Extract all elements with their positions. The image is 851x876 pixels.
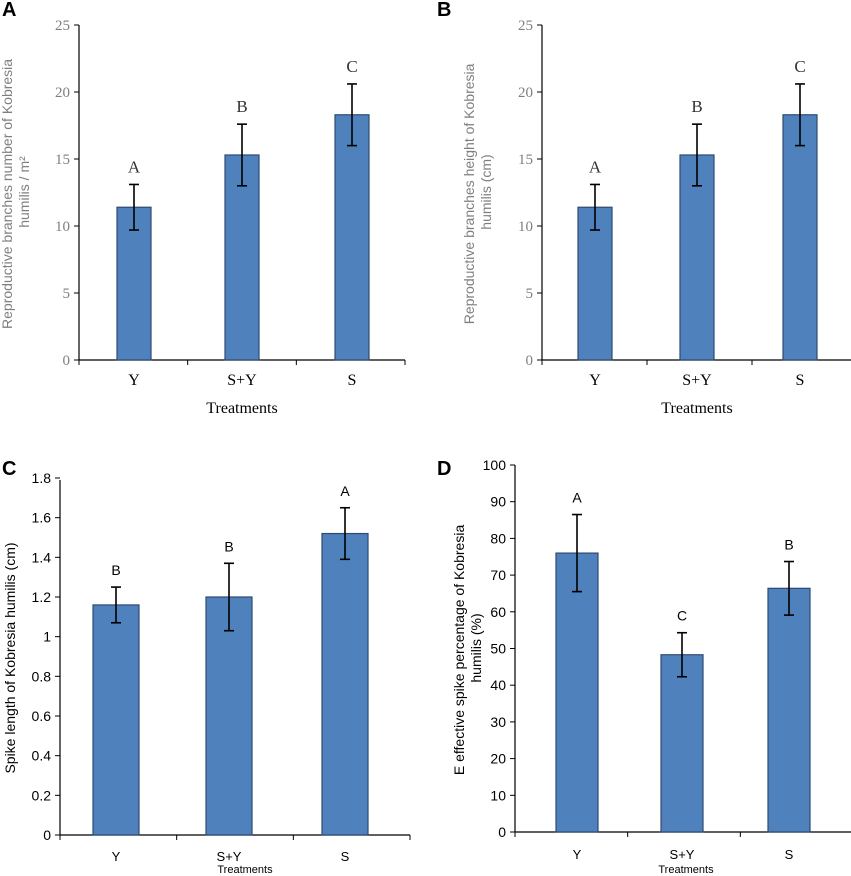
x-tick-label-a-1: S+Y [227,372,257,389]
x-tick-label-b-1: S+Y [682,372,712,389]
x-tick-label-d-0: Y [573,847,582,862]
x-axis-title-a: Treatments [206,400,277,417]
bar-d-0 [555,552,599,833]
y-tick-label-c-8: 1.6 [32,510,52,526]
bar-c-1 [205,596,253,836]
significance-label-b-1: B [691,97,702,116]
y-tick-label-c-2: 0.4 [32,748,52,764]
significance-label-d-2: B [784,537,793,553]
panel-letter-b: B [437,0,451,21]
y-tick-label-c-7: 1.4 [32,549,52,565]
x-tick-label-d-2: S [785,847,794,862]
significance-label-c-2: A [340,483,350,499]
significance-label-b-0: A [589,157,602,176]
bar-b-2 [782,114,818,361]
y-tick-label-a-0: 0 [63,353,71,369]
significance-label-a-2: C [346,57,357,76]
plot-area-d: 0 10 20 30 40 50 60 70 80 90 100 A Y C S+Y B S [483,457,811,862]
x-tick-label-c-1: S+Y [217,849,242,864]
significance-label-b-2: C [794,57,805,76]
bar-c-0 [92,604,140,836]
y-tick-label-d-4: 40 [490,677,506,693]
panel-letter-a: A [2,0,16,21]
x-tick-label-b-2: S [796,372,805,389]
y-tick-label-c-3: 0.6 [32,708,52,724]
significance-label-a-1: B [236,97,247,116]
bar-a-1 [224,154,260,361]
y-tick-label-d-5: 50 [490,641,506,657]
bar-d-1 [660,654,704,833]
panel-letter-c: C [2,458,16,480]
y-tick-label-d-1: 10 [490,787,506,803]
panel-c: C Treatments Spike length of Kobresia hu… [2,458,411,876]
y-tick-label-d-0: 0 [498,824,506,840]
y-tick-label-c-1: 0.2 [32,787,52,803]
x-axis-title-b: Treatments [661,400,732,417]
significance-label-c-0: B [111,562,120,578]
panel-d: D Treatments E effective spike percentag… [437,457,851,876]
significance-label-c-1: B [224,538,233,554]
y-tick-label-b-0: 0 [526,353,534,369]
x-tick-label-c-0: Y [112,849,121,864]
x-axis-title-d: Treatments [658,864,714,876]
y-tick-label-c-6: 1.2 [32,589,52,605]
y-axis-title-d: E effective spike percentage of Kobresia… [451,521,484,775]
y-tick-label-d-3: 30 [490,714,506,730]
plot-area-c: 0 0.2 0.4 0.6 0.8 1 1.2 1.4 1.6 1.8 B Y B S+Y A S [32,470,411,864]
y-tick-label-d-2: 20 [490,751,506,767]
y-axis-title-d-line-1: E effective spike percentage of Kobresia [451,525,467,776]
y-axis-title-a-line-1: Reproductive branches number of Kobresia [0,59,15,329]
panel-b: B Treatments Reproductive branches heigh… [437,0,851,417]
y-tick-label-d-8: 80 [490,530,506,546]
y-tick-label-b-2: 10 [518,219,533,235]
y-axis-title-d-line-2: humilis (%) [468,613,484,682]
x-tick-label-c-2: S [341,849,350,864]
y-tick-label-b-4: 20 [518,85,533,101]
y-tick-label-b-3: 15 [518,152,533,168]
y-axis-title-b-line-2: humilis (cm) [478,154,494,229]
significance-label-a-0: A [128,157,141,176]
y-tick-label-b-5: 25 [518,18,533,34]
plot-area-b: 0 5 10 15 20 25 A Y B S+Y C S [518,18,818,389]
x-axis-title-c: Treatments [217,864,273,876]
y-tick-label-d-6: 60 [490,604,506,620]
significance-label-d-1: C [677,608,687,624]
x-tick-label-a-0: Y [128,372,140,389]
y-tick-label-c-4: 0.8 [32,668,52,684]
y-tick-label-a-1: 5 [63,286,71,302]
x-tick-label-a-2: S [348,372,357,389]
y-axis-title-a-line-2: humilis / m² [16,156,32,228]
y-axis-title-b: Reproductive branches height of Kobresia… [461,60,494,325]
y-tick-label-a-3: 15 [55,152,70,168]
y-tick-label-a-5: 25 [55,18,70,34]
y-axis-title-a: Reproductive branches number of Kobresia… [0,55,32,329]
bar-b-1 [679,154,715,361]
y-tick-label-b-1: 5 [526,286,534,302]
plot-area-a: 0 5 10 15 20 25 A Y B S+Y C S [55,18,406,389]
y-tick-label-d-10: 100 [483,457,507,473]
panel-letter-d: D [437,458,451,480]
y-tick-label-d-9: 90 [490,494,506,510]
bar-a-2 [334,114,370,361]
y-axis-title-c: Spike length of Kobresia humilis (cm) [2,542,18,773]
y-tick-label-a-2: 10 [55,219,70,235]
y-tick-label-c-9: 1.8 [32,470,52,486]
bar-d-2 [767,587,811,833]
y-tick-label-d-7: 70 [490,567,506,583]
y-tick-label-c-5: 1 [43,629,51,645]
y-tick-label-c-0: 0 [43,827,51,843]
y-axis-title-b-line-1: Reproductive branches height of Kobresia [461,63,477,324]
x-tick-label-d-1: S+Y [670,847,695,862]
bar-a-0 [116,206,152,361]
x-tick-label-b-0: Y [589,372,601,389]
panel-a: A Treatments Reproductive branches numbe… [0,0,406,417]
significance-label-d-0: A [572,490,582,506]
y-tick-label-a-4: 20 [55,85,70,101]
bar-c-2 [321,532,369,836]
